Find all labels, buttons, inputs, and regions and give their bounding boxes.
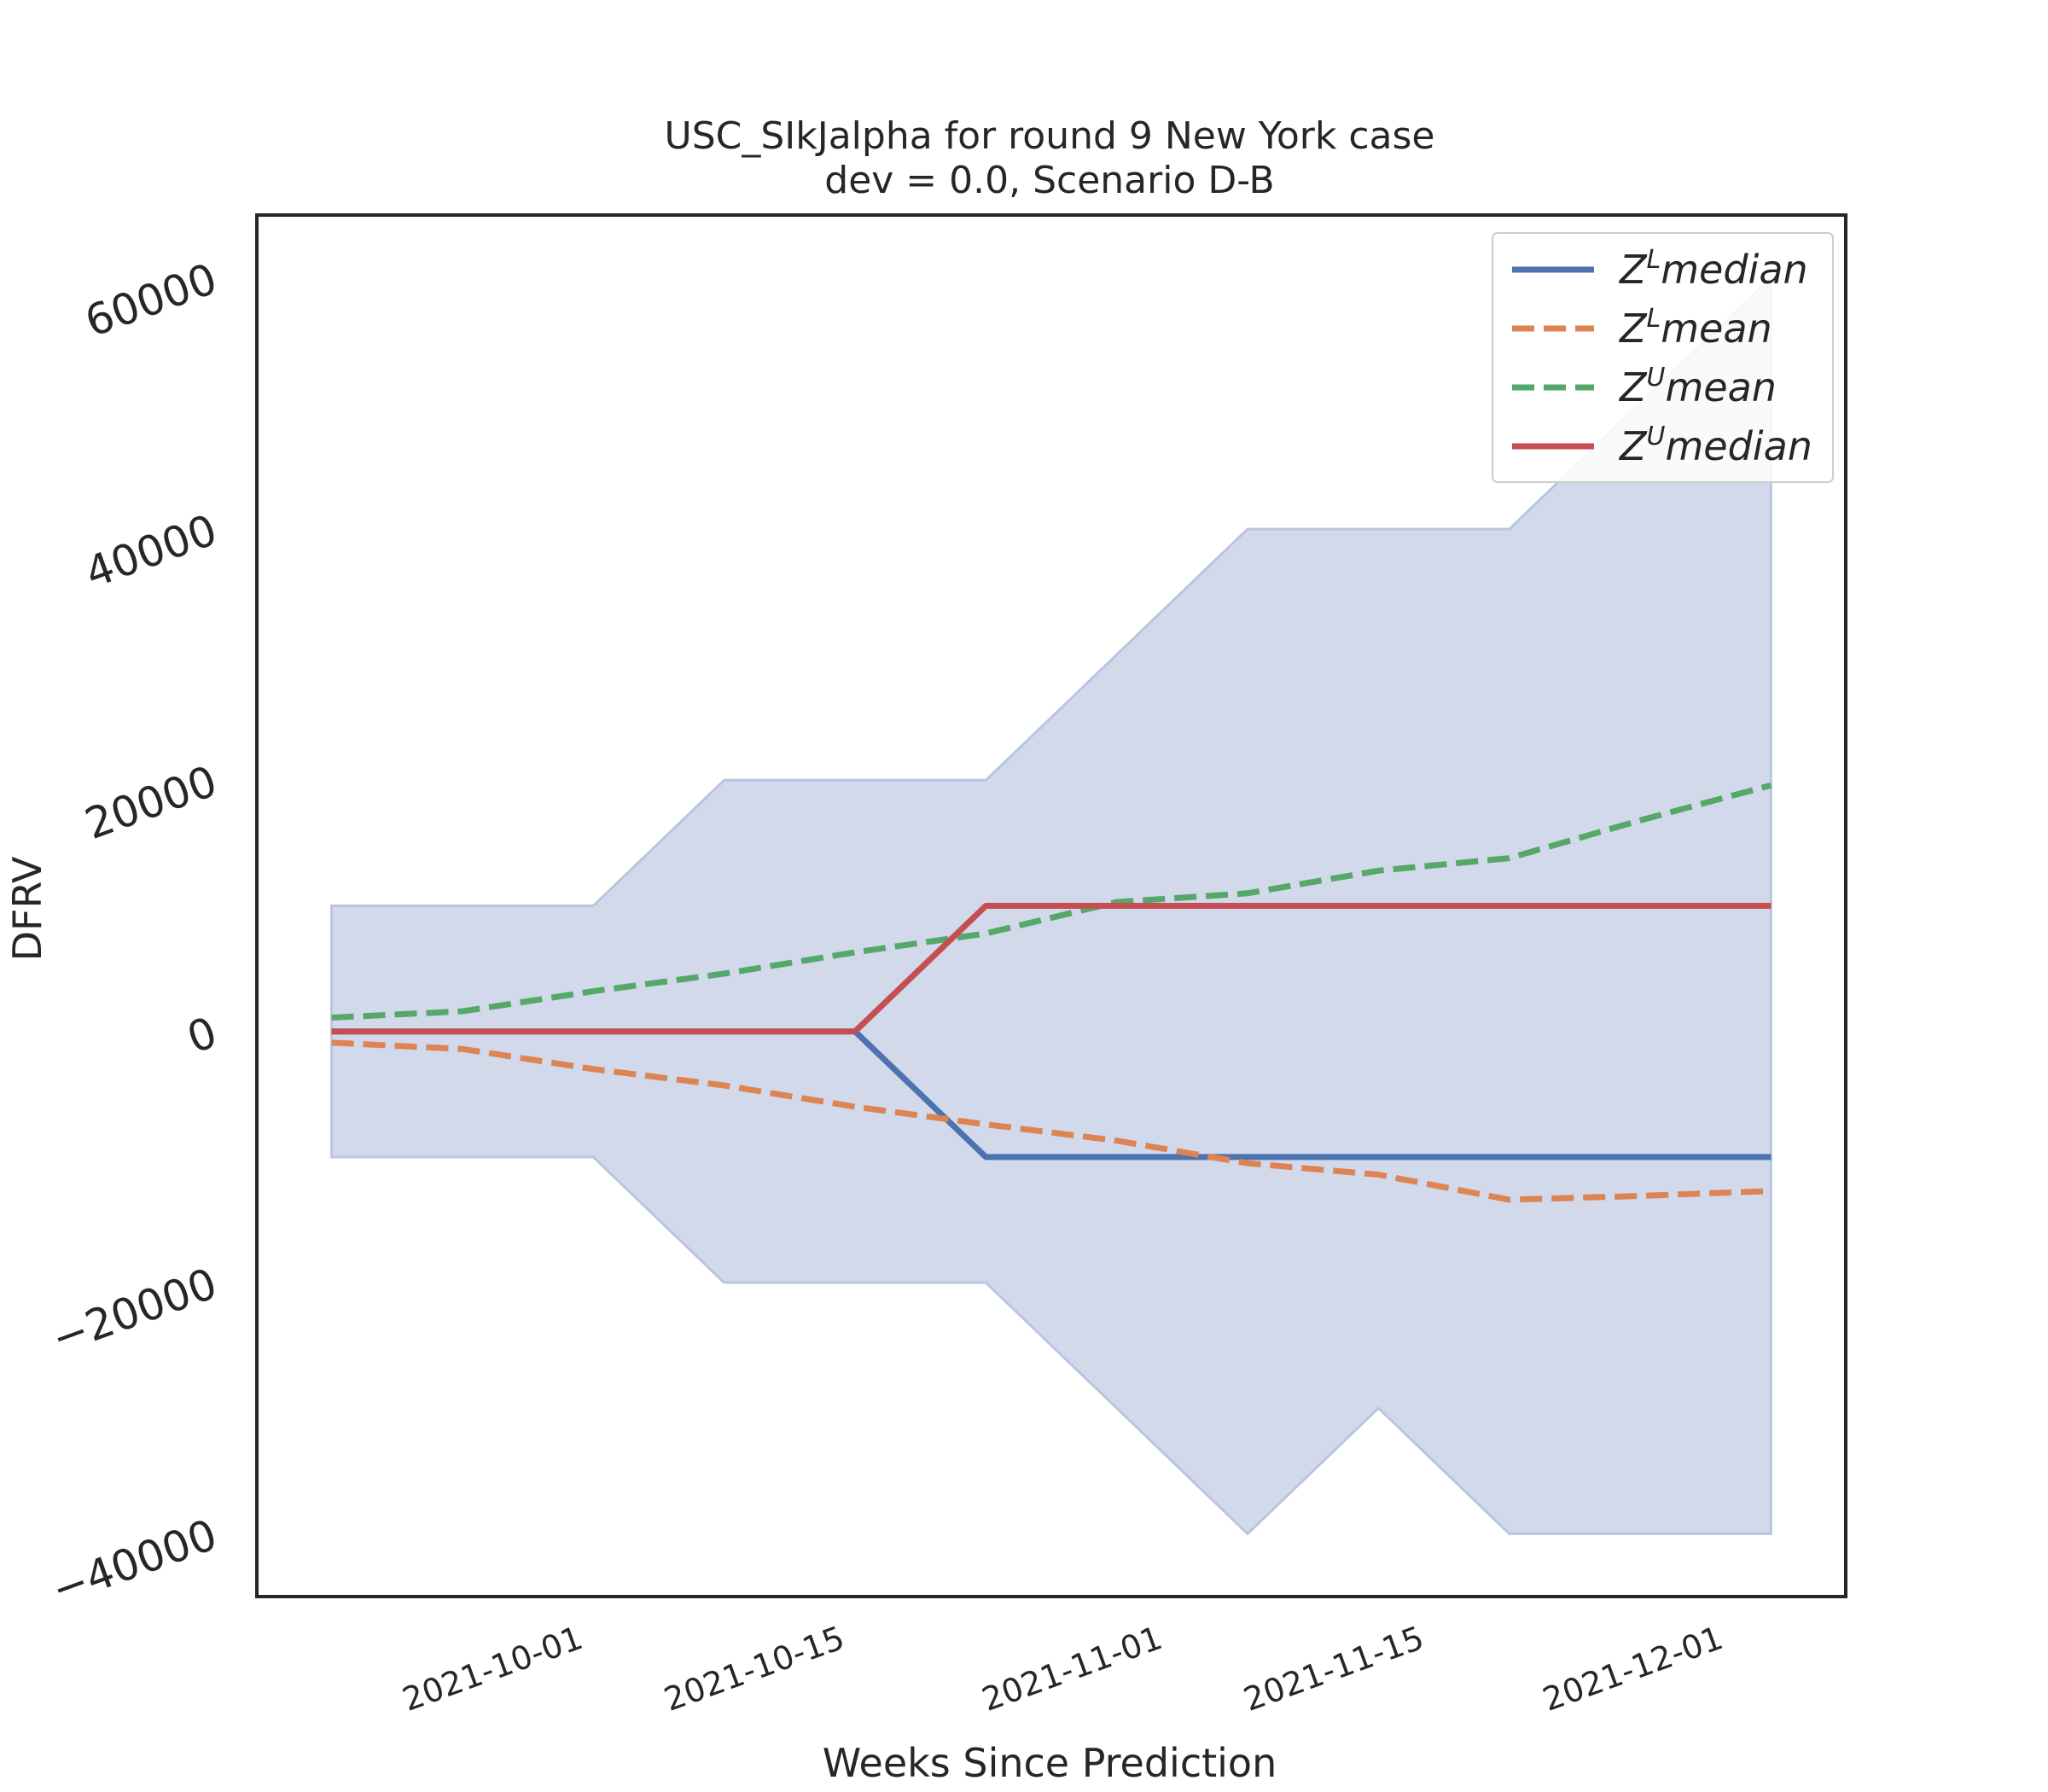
y-tick-label: −20000	[45, 1259, 224, 1364]
x-tick-label: 2021-11-01	[977, 1619, 1167, 1719]
y-tick-label: 20000	[79, 756, 223, 849]
plot-area	[330, 275, 1772, 1536]
legend-box	[1492, 232, 1834, 483]
legend-label: ZLmean	[1618, 304, 1772, 352]
y-tick-label: 0	[181, 1007, 224, 1062]
series-line-zu-mean	[331, 782, 1772, 1021]
x-axis-label: Weeks Since Prediction	[823, 1740, 1277, 1786]
x-tick-label: 2021-10-01	[398, 1619, 588, 1719]
x-tick-label: 2021-10-15	[660, 1619, 850, 1719]
x-tick-label: 2021-12-01	[1538, 1619, 1728, 1719]
y-tick-label: 40000	[79, 505, 223, 598]
y-tick-label: 60000	[79, 253, 223, 346]
y-tick-label: −40000	[45, 1510, 224, 1615]
series-line-zl-mean	[331, 1039, 1772, 1203]
x-tick-label: 2021-11-15	[1239, 1619, 1429, 1719]
legend-label: ZUmean	[1618, 363, 1777, 410]
y-tick-labels: −40000 −20000 0 20000 40000 60000	[45, 253, 224, 1615]
x-tick-labels: 2021-10-01 2021-10-15 2021-11-01 2021-11-15…	[398, 1619, 1728, 1719]
legend-label: ZUmedian	[1618, 422, 1812, 469]
chart-subtitle: dev = 0.0, Scenario D-B	[824, 159, 1274, 202]
legend-label: ZLmedian	[1618, 245, 1808, 293]
plot-frame	[255, 213, 1847, 1598]
y-axis-label: DFRV	[4, 856, 50, 961]
series-line-zu-median	[331, 903, 1772, 1035]
chart-title: USC_SIkJalpha for round 9 New York case	[665, 114, 1435, 158]
legend: ZLmedian ZLmean ZUmean ZUmedian	[1492, 232, 1834, 483]
